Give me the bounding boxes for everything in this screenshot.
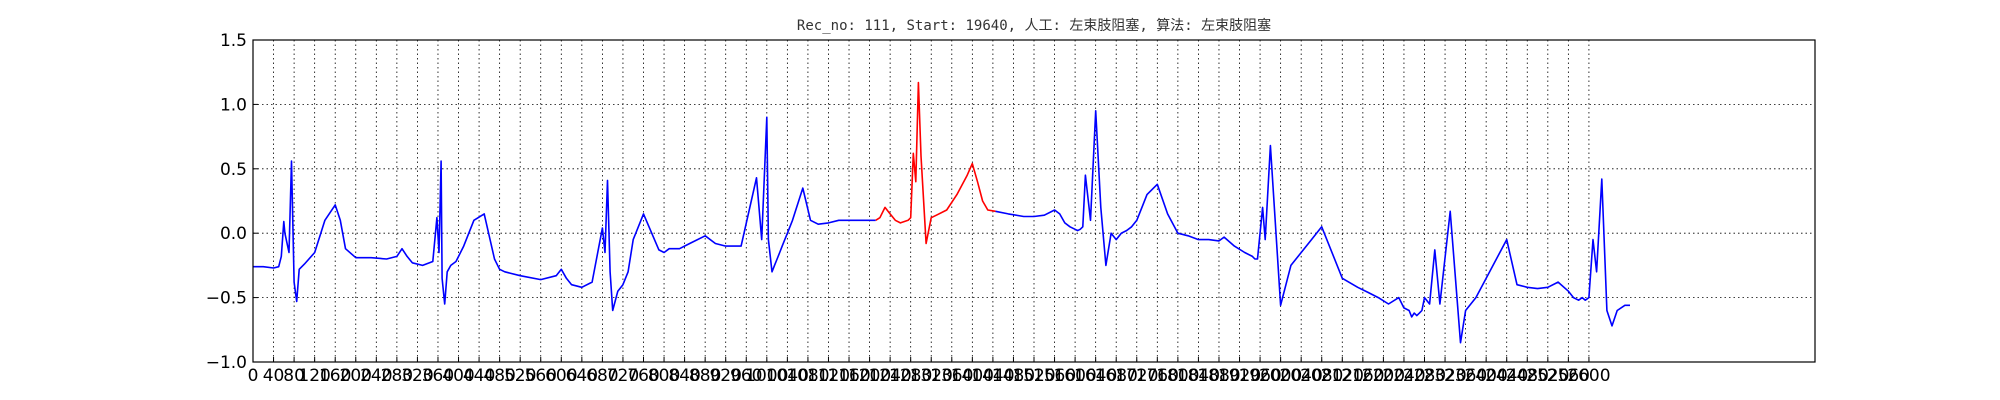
x-tick-label: 520 <box>504 366 536 386</box>
y-tick-label: −0.5 <box>206 289 247 309</box>
x-tick-label: 2440 <box>1485 366 1528 386</box>
x-tick-label: 640 <box>566 366 598 386</box>
x-tick-label: 2280 <box>1403 366 1446 386</box>
x-tick-label: 2040 <box>1280 366 1323 386</box>
series-lines <box>253 81 1630 344</box>
x-tick-label: 2240 <box>1382 366 1425 386</box>
x-tick-label: 1960 <box>1238 366 1281 386</box>
axis-ticks: 0 408012016020024028032036040044048052056… <box>206 31 1611 386</box>
x-tick-label: 2520 <box>1526 366 1569 386</box>
x-tick-label: 200 <box>340 366 372 386</box>
x-tick-label: 1600 <box>1053 366 1096 386</box>
y-tick-label: −1.0 <box>206 353 247 373</box>
x-tick-label: 1680 <box>1095 366 1138 386</box>
x-tick-label: 40 <box>263 366 285 386</box>
x-tick-label: 1880 <box>1197 366 1240 386</box>
x-tick-label: 440 <box>463 366 495 386</box>
plot-frame <box>252 39 1816 363</box>
x-tick-label: 2120 <box>1321 366 1364 386</box>
series-line-1 <box>253 116 876 312</box>
x-tick-label: 1080 <box>786 366 829 386</box>
series-line-2 <box>875 81 996 245</box>
y-tick-label: 1.0 <box>220 95 247 115</box>
x-tick-label: 920 <box>709 366 741 386</box>
x-tick-label: 1440 <box>971 366 1014 386</box>
x-tick-label: 2080 <box>1300 366 1343 386</box>
x-tick-label: 320 <box>401 366 433 386</box>
x-tick-label: 1520 <box>1012 366 1055 386</box>
x-tick-label: 240 <box>360 366 392 386</box>
grid-lines <box>253 40 1815 362</box>
x-tick-label: 400 <box>442 366 474 386</box>
x-tick-label: 1400 <box>951 366 994 386</box>
x-tick-label: 1120 <box>807 366 850 386</box>
x-tick-label: 1000 <box>745 366 788 386</box>
x-tick-label: 360 <box>422 366 454 386</box>
x-tick-label: 840 <box>668 366 700 386</box>
x-tick-label: 280 <box>381 366 413 386</box>
x-tick-label: 1560 <box>1033 366 1076 386</box>
y-tick-label: 1.5 <box>220 31 247 51</box>
x-tick-label: 80 <box>283 366 305 386</box>
x-tick-label: 1240 <box>868 366 911 386</box>
x-tick-label: 2400 <box>1465 366 1508 386</box>
x-tick-label: 1360 <box>930 366 973 386</box>
x-tick-label: 1840 <box>1177 366 1220 386</box>
x-tick-label: 1760 <box>1136 366 1179 386</box>
series-line-3 <box>995 110 1630 344</box>
x-tick-label: 1640 <box>1074 366 1117 386</box>
x-tick-label: 2000 <box>1259 366 1302 386</box>
chart-title: Rec_no: 111, Start: 19640, 人工: 左束肢阻塞, 算法… <box>797 17 1271 34</box>
x-tick-label: 1040 <box>766 366 809 386</box>
x-tick-label: 960 <box>730 366 762 386</box>
x-tick-label: 2160 <box>1341 366 1384 386</box>
x-tick-label: 2600 <box>1567 366 1610 386</box>
x-tick-label: 1920 <box>1218 366 1261 386</box>
x-tick-label: 1720 <box>1115 366 1158 386</box>
x-tick-label: 1480 <box>992 366 1035 386</box>
y-tick-label: 0.5 <box>220 160 247 180</box>
x-tick-label: 1200 <box>848 366 891 386</box>
x-tick-label: 1800 <box>1156 366 1199 386</box>
x-tick-label: 120 <box>298 366 330 386</box>
x-tick-label: 2480 <box>1506 366 1549 386</box>
x-tick-label: 720 <box>607 366 639 386</box>
x-tick-label: 880 <box>689 366 721 386</box>
x-tick-label: 1320 <box>910 366 953 386</box>
x-tick-label: 2560 <box>1547 366 1590 386</box>
x-tick-label: 0 <box>248 366 259 386</box>
x-tick-label: 680 <box>586 366 618 386</box>
x-tick-label: 600 <box>545 366 577 386</box>
x-tick-label: 2200 <box>1362 366 1405 386</box>
x-tick-label: 800 <box>648 366 680 386</box>
x-tick-label: 760 <box>627 366 659 386</box>
x-tick-label: 560 <box>525 366 557 386</box>
x-tick-label: 1280 <box>889 366 932 386</box>
x-tick-label: 1160 <box>827 366 870 386</box>
x-tick-label: 2320 <box>1423 366 1466 386</box>
x-tick-label: 160 <box>319 366 351 386</box>
y-tick-label: 0.0 <box>220 224 247 244</box>
x-tick-label: 2360 <box>1444 366 1487 386</box>
x-tick-label: 480 <box>483 366 515 386</box>
